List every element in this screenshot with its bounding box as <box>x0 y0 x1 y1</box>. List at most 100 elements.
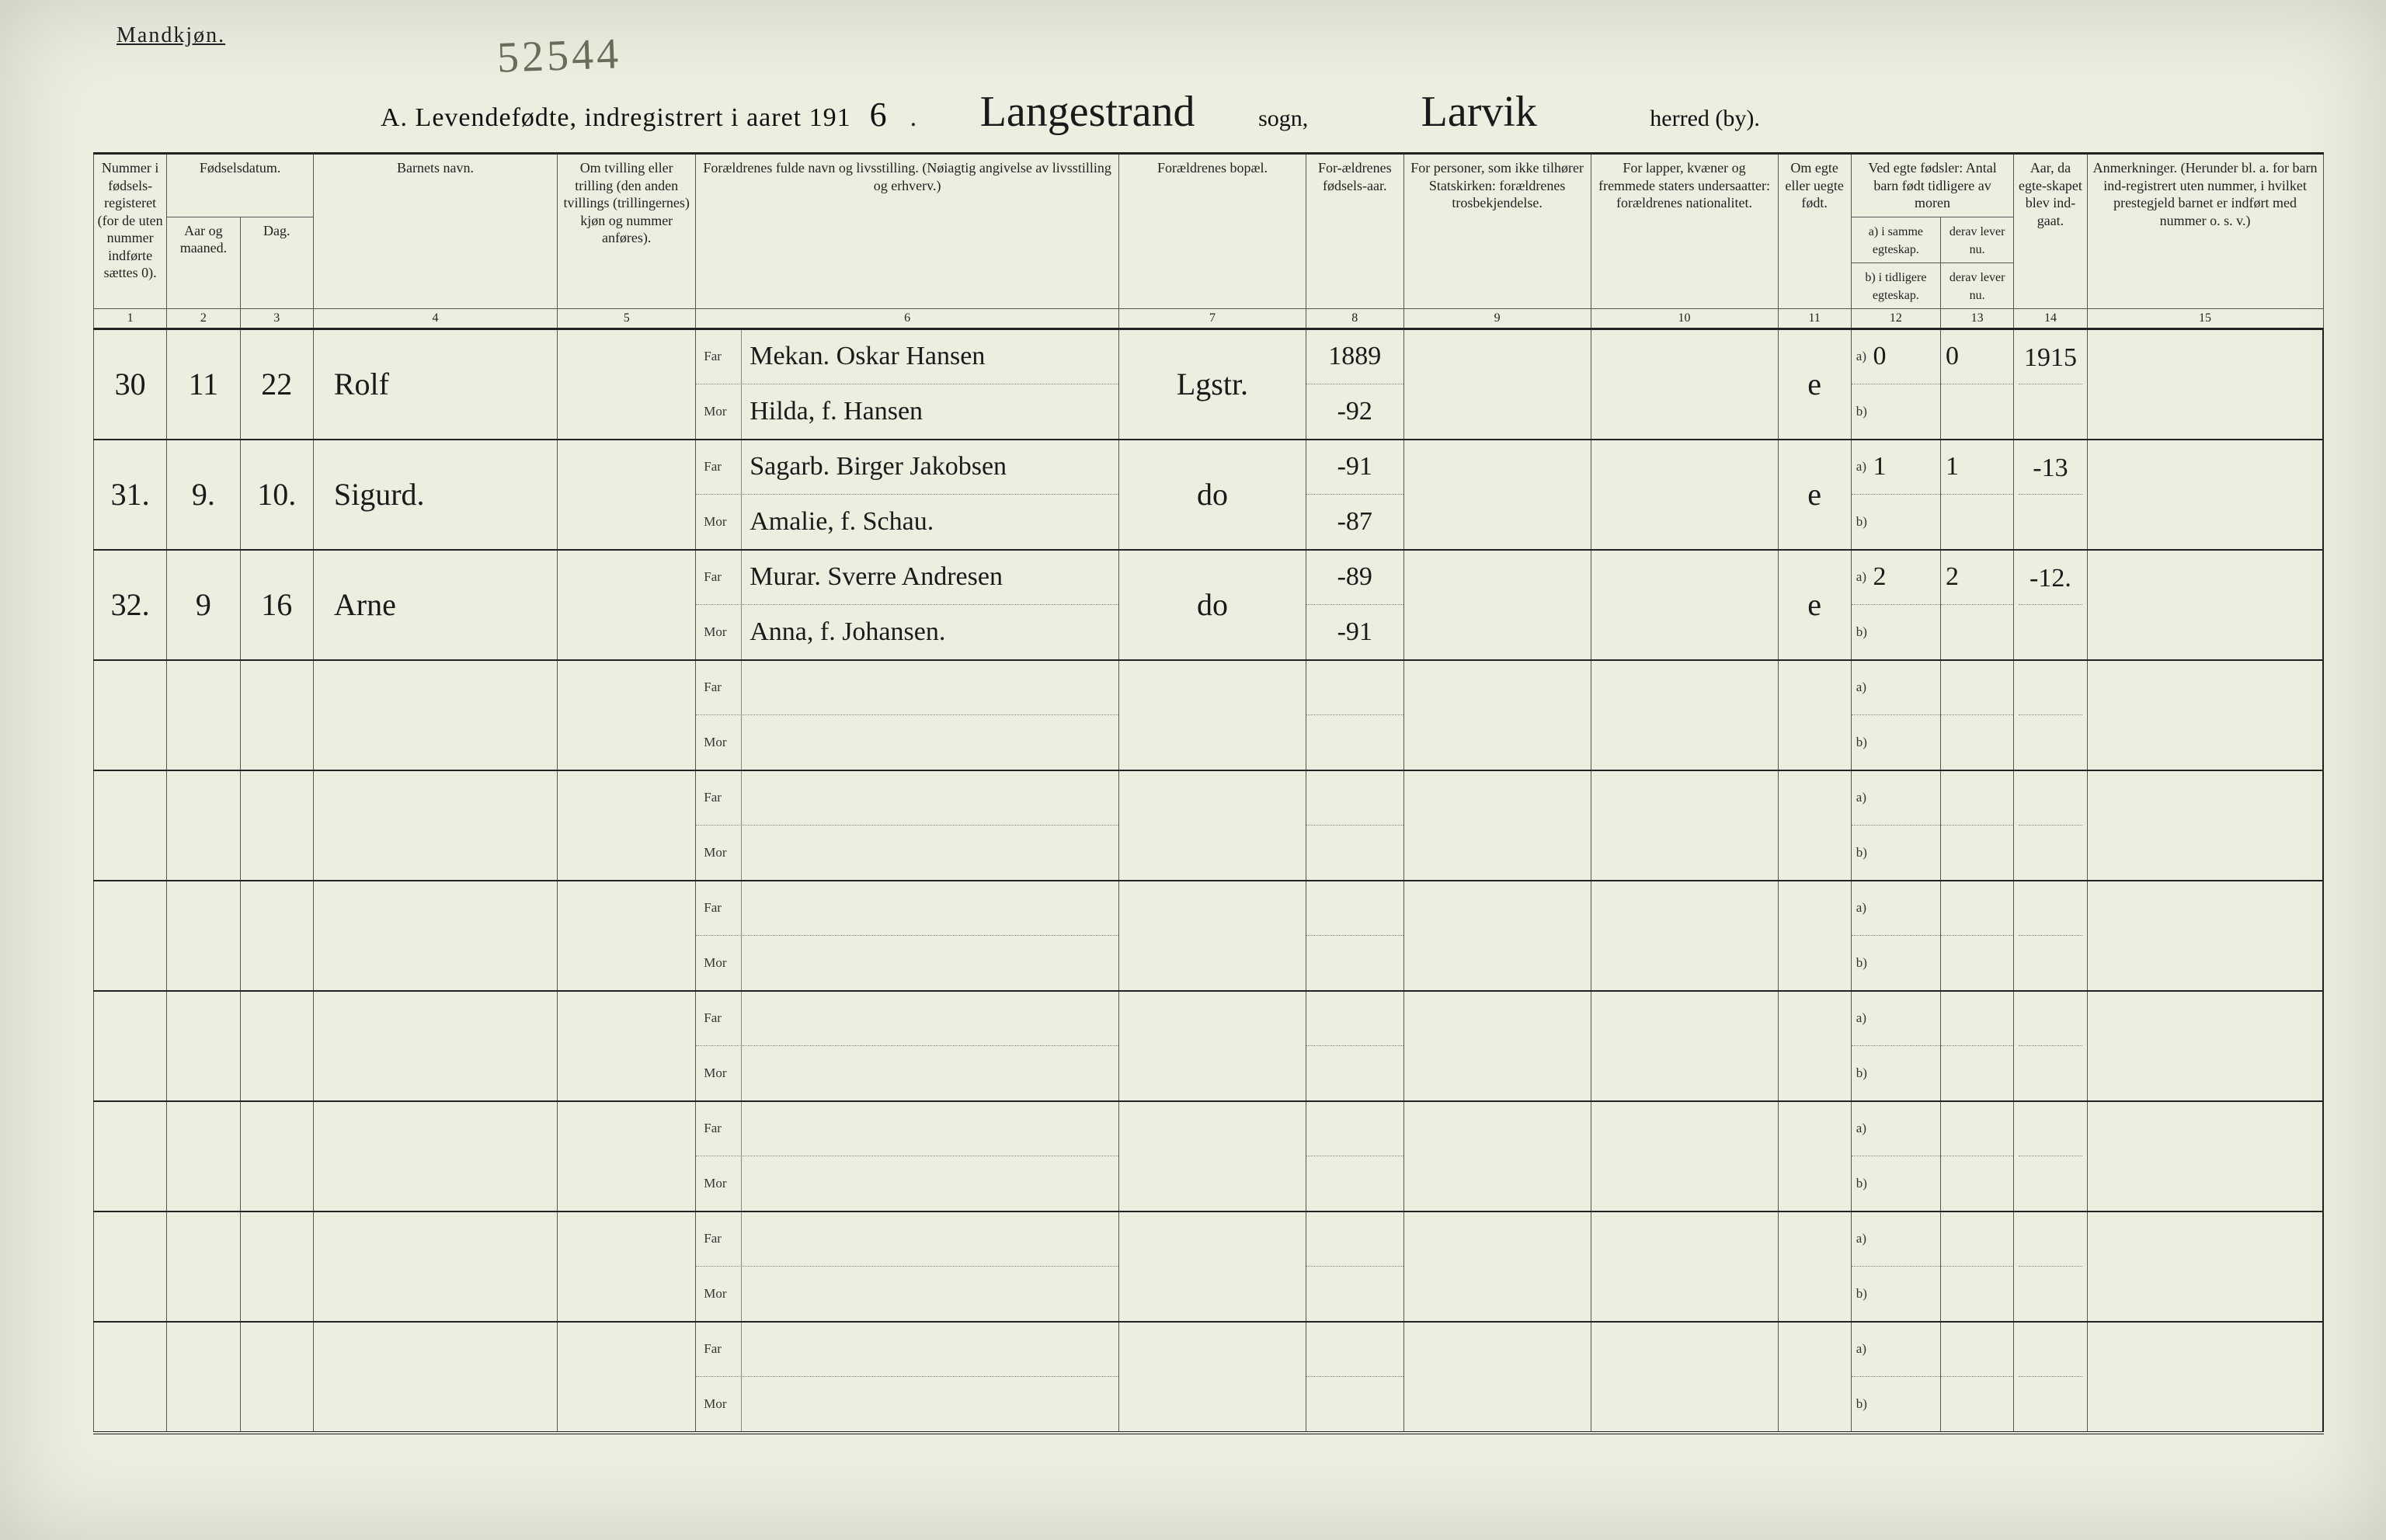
cell-day <box>240 1211 313 1322</box>
table-header: Nummer i fødsels-registeret (for de uten… <box>94 154 2324 329</box>
cell-religion <box>1403 329 1591 440</box>
table-body: 30 11 22 Rolf FarMekan. Oskar Hansen Mor… <box>94 329 2324 1433</box>
cell-day: 10. <box>240 440 313 550</box>
cell-nationality <box>1591 660 1778 770</box>
cell-num: 32. <box>94 550 167 660</box>
year-digit: 6 <box>870 95 887 134</box>
cell-egte <box>1778 660 1851 770</box>
cell-prev-a: a) b) <box>1851 991 1940 1101</box>
cell-month <box>167 1101 240 1211</box>
herred-name: Larvik <box>1331 87 1626 137</box>
father-name: Murar. Sverre Andresen <box>750 562 1003 592</box>
pencil-id-number: 52544 <box>496 29 622 83</box>
cell-prev-lev <box>1941 1101 2014 1211</box>
cell-parent-years: -89 -91 <box>1306 550 1403 660</box>
cell-religion <box>1403 770 1591 881</box>
cell-egte <box>1778 1322 1851 1433</box>
cell-religion <box>1403 1322 1591 1433</box>
cell-remarks <box>2087 440 2323 550</box>
cell-twin <box>558 1101 696 1211</box>
b-label: b) <box>1852 826 1940 880</box>
cell-parent-years <box>1306 881 1403 991</box>
father-year: -91 <box>1306 440 1403 495</box>
a-label: a) 0 <box>1852 330 1940 385</box>
col-7: Forældrenes bopæl. <box>1118 154 1306 309</box>
cell-child-name <box>313 881 557 991</box>
cell-twin <box>558 881 696 991</box>
col-1: Nummer i fødsels-registeret (for de uten… <box>94 154 167 309</box>
mother-year: -87 <box>1306 495 1403 549</box>
cell-marriage-year: -13 <box>2014 440 2087 550</box>
cell-parents: Far Mor <box>696 1211 1119 1322</box>
cell-egte: e <box>1778 550 1851 660</box>
cell-month: 9 <box>167 550 240 660</box>
cell-prev-a: a) b) <box>1851 660 1940 770</box>
cell-month <box>167 770 240 881</box>
cell-twin <box>558 991 696 1101</box>
table-row: Far Mor a) b) <box>94 1101 2324 1211</box>
cell-nationality <box>1591 1322 1778 1433</box>
colnum: 1 <box>94 308 167 329</box>
far-label: Far <box>704 551 742 605</box>
cell-egte <box>1778 1101 1851 1211</box>
col-5: Om tvilling eller trilling (den anden tv… <box>558 154 696 309</box>
mother-year <box>1306 1377 1403 1431</box>
cell-prev-lev <box>1941 770 2014 881</box>
father-year <box>1306 1212 1403 1267</box>
b-label: b) <box>1852 1377 1940 1431</box>
colnum: 11 <box>1778 308 1851 329</box>
cell-num: 31. <box>94 440 167 550</box>
father-year <box>1306 1102 1403 1157</box>
col-12a: a) i samme egteskap. <box>1851 217 1940 262</box>
cell-parent-years: -91 -87 <box>1306 440 1403 550</box>
cell-remarks <box>2087 991 2323 1101</box>
cell-nationality <box>1591 550 1778 660</box>
cell-nationality <box>1591 329 1778 440</box>
mother-year <box>1306 1156 1403 1211</box>
col-2-group: Fødselsdatum. <box>167 154 314 217</box>
b-label: b) <box>1852 715 1940 770</box>
cell-bopel <box>1118 991 1306 1101</box>
cell-prev-lev <box>1941 991 2014 1101</box>
cell-month <box>167 1211 240 1322</box>
col-13a: derav lever nu. <box>1941 217 2014 262</box>
mother-name: Hilda, f. Hansen <box>750 397 923 426</box>
mother-year <box>1306 715 1403 770</box>
cell-day: 22 <box>240 329 313 440</box>
a-label: a) <box>1852 881 1940 937</box>
cell-num <box>94 660 167 770</box>
colnum: 12 <box>1851 308 1940 329</box>
col-14: Aar, da egte-skapet blev ind-gaat. <box>2014 154 2087 309</box>
cell-day <box>240 1101 313 1211</box>
b-label: b) <box>1852 936 1940 990</box>
cell-religion <box>1403 550 1591 660</box>
mother-year: -92 <box>1306 384 1403 439</box>
cell-egte: e <box>1778 440 1851 550</box>
col-3: Dag. <box>240 217 313 308</box>
cell-nationality <box>1591 1101 1778 1211</box>
cell-bopel <box>1118 770 1306 881</box>
cell-remarks <box>2087 1101 2323 1211</box>
mor-label: Mor <box>704 936 742 990</box>
cell-marriage-year <box>2014 1101 2087 1211</box>
cell-child-name: Rolf <box>313 329 557 440</box>
cell-marriage-year <box>2014 660 2087 770</box>
cell-day: 16 <box>240 550 313 660</box>
cell-day <box>240 660 313 770</box>
a-label: a) <box>1852 1102 1940 1157</box>
table-row: Far Mor a) b) <box>94 881 2324 991</box>
cell-religion <box>1403 1211 1591 1322</box>
cell-parents: FarMurar. Sverre Andresen MorAnna, f. Jo… <box>696 550 1119 660</box>
cell-prev-lev <box>1941 881 2014 991</box>
cell-marriage-year: -12. <box>2014 550 2087 660</box>
b-label: b) <box>1852 384 1940 439</box>
cell-egte <box>1778 991 1851 1101</box>
cell-child-name <box>313 660 557 770</box>
cell-prev-a: a) b) <box>1851 1101 1940 1211</box>
cell-nationality <box>1591 440 1778 550</box>
b-label: b) <box>1852 1267 1940 1321</box>
far-label: Far <box>704 330 742 384</box>
cell-egte: e <box>1778 329 1851 440</box>
far-label: Far <box>704 1102 742 1156</box>
col-6: Forældrenes fulde navn og livsstilling. … <box>696 154 1119 309</box>
